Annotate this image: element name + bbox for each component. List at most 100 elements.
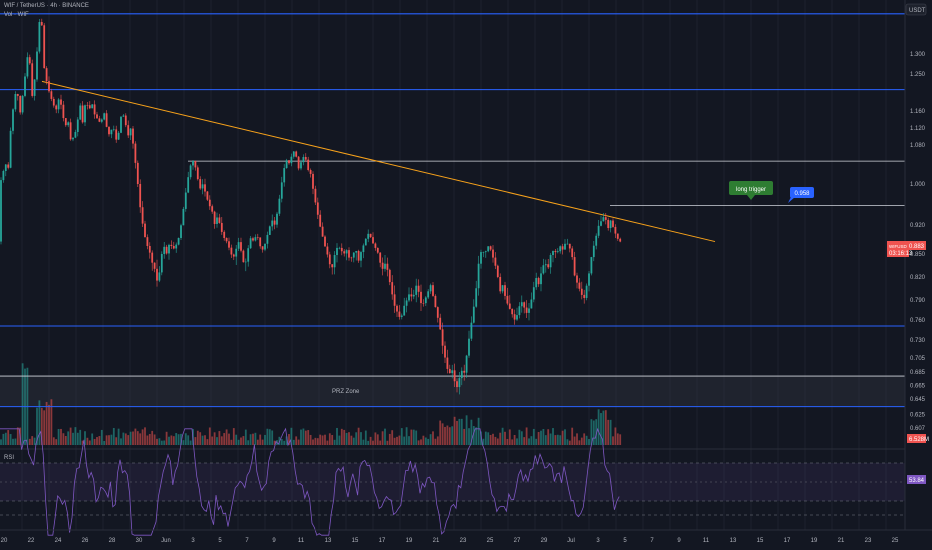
candle-body — [600, 221, 602, 226]
volume-bar — [597, 409, 600, 445]
volume-bar — [360, 432, 362, 445]
candle-body — [288, 160, 290, 164]
volume-bar — [127, 435, 130, 445]
candle-body — [314, 188, 317, 203]
candle-body — [249, 238, 252, 249]
candle-body — [580, 288, 583, 295]
candle-body — [403, 305, 406, 316]
candle-body — [237, 242, 240, 249]
current-countdown: 03:16:13 — [889, 251, 913, 257]
price-callout[interactable]: 0.958 — [788, 187, 814, 203]
volume-bar — [547, 429, 550, 445]
candle-body — [132, 128, 134, 144]
currency-button[interactable]: USDT — [905, 3, 927, 16]
candle-body — [556, 251, 559, 253]
candle-body — [612, 220, 614, 227]
volume-bar — [429, 434, 432, 445]
volume-bar — [88, 440, 91, 445]
time-axis[interactable]: 20 22 24 26 28 30 Jun 3 5 7 9 11 13 15 17 19 21 23 25 27 29 J… — [0, 529, 932, 544]
volume-indicator-title[interactable]: Vol · WIF — [4, 12, 29, 18]
volume-bar — [520, 431, 523, 445]
candle-body — [573, 257, 576, 276]
volume-bar — [436, 436, 439, 445]
volume-bar — [264, 434, 266, 445]
volume-bar — [576, 433, 578, 445]
volume-bar — [355, 432, 358, 445]
volume-bar — [556, 434, 559, 445]
time-tick-label: 5 — [623, 538, 627, 544]
price-tick-label: 0.730 — [910, 338, 926, 344]
volume-bar — [420, 439, 422, 445]
candle-body — [470, 322, 473, 339]
candle-body — [177, 237, 180, 245]
candle-body — [468, 338, 470, 356]
candle-body — [494, 257, 497, 266]
time-tick-label: 24 — [55, 538, 62, 544]
candle-body — [537, 278, 540, 285]
volume-bar — [36, 407, 38, 445]
volume-bar — [211, 436, 214, 445]
volume-bar — [21, 363, 24, 445]
candle-body — [261, 246, 264, 250]
volume-bar — [376, 434, 379, 445]
volume-bar — [151, 430, 154, 445]
candle-body — [559, 246, 562, 252]
volume-bar — [160, 440, 163, 445]
candle-body — [196, 167, 199, 180]
time-tick-label: 17 — [379, 538, 386, 544]
descending-trendline[interactable] — [41, 80, 716, 243]
volume-bar — [208, 427, 211, 445]
candle-body — [192, 160, 194, 166]
volume-bar — [112, 427, 115, 445]
candle-body — [4, 164, 7, 171]
candle-body — [74, 131, 77, 138]
volume-bar — [139, 433, 142, 445]
candle-body — [163, 246, 166, 254]
candle-body — [60, 99, 62, 105]
volume-bar — [108, 435, 110, 445]
volume-bar — [314, 437, 317, 445]
volume-bar — [280, 438, 283, 445]
rsi-axis-badge: 53.84 — [907, 475, 926, 484]
volume-bar — [513, 434, 516, 445]
volume-bar — [319, 434, 322, 445]
volume-bar — [535, 438, 538, 445]
candle-body — [583, 294, 586, 298]
volume-bar — [235, 434, 238, 445]
candle-body — [86, 105, 89, 106]
candle-body — [386, 263, 389, 270]
price-callout-text: 0.958 — [794, 191, 810, 197]
candle-body — [355, 250, 358, 253]
volume-bar — [537, 432, 540, 445]
volume-bar — [16, 427, 19, 445]
candle-body — [21, 95, 24, 113]
volume-bar — [472, 426, 475, 445]
time-tick-label: 26 — [82, 538, 89, 544]
candle-body — [208, 199, 211, 207]
candle-body — [367, 233, 370, 239]
volume-bar — [31, 436, 34, 445]
candle-body — [544, 264, 547, 266]
candle-body — [350, 257, 353, 259]
candle-body — [285, 160, 288, 169]
time-tick-label: 13 — [325, 538, 332, 544]
volume-bar — [364, 430, 367, 445]
symbol-info[interactable]: WIF / TetherUS · 4h · BINANCE — [4, 3, 89, 9]
volume-bar — [184, 433, 187, 445]
candle-body — [319, 214, 322, 227]
candle-body — [79, 105, 82, 120]
candle-body — [333, 255, 336, 268]
volume-bar — [290, 427, 293, 445]
candle-body — [168, 244, 170, 254]
volume-bar — [124, 433, 127, 445]
candle-body — [300, 162, 302, 169]
candle-body — [103, 113, 106, 120]
candle-body — [398, 311, 401, 317]
volume-bar — [324, 434, 326, 445]
long-trigger-callout[interactable]: long trigger — [729, 181, 773, 200]
volume-bar — [259, 434, 262, 445]
candle-body — [400, 315, 403, 317]
price-axis[interactable]: 1.4001.3001.2501.1601.1201.0801.0000.920… — [904, 0, 932, 530]
price-tick-label: 0.790 — [910, 298, 926, 304]
